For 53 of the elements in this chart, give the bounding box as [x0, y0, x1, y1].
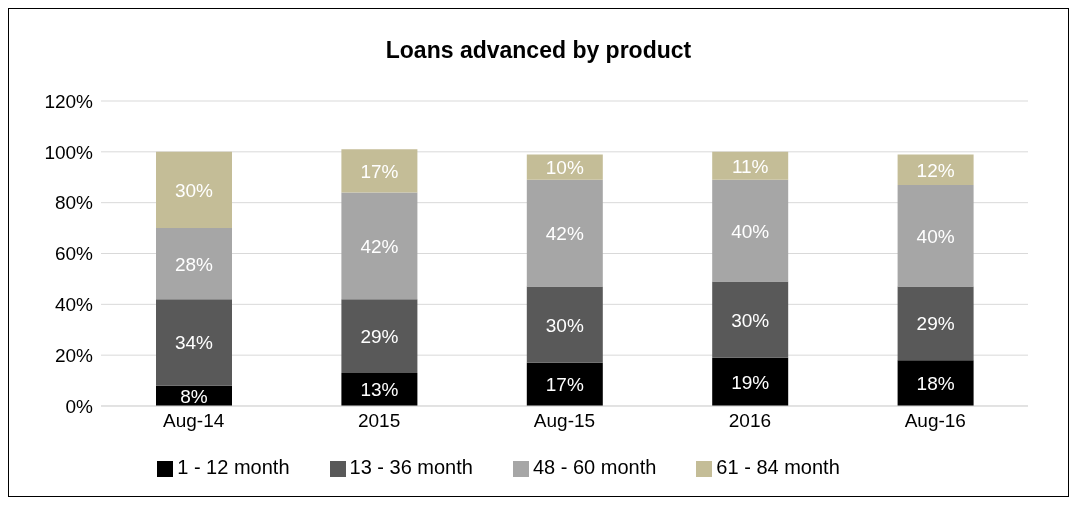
bar — [156, 299, 232, 386]
data-label: 29% — [360, 326, 399, 348]
data-label: 42% — [545, 223, 584, 245]
bar — [897, 184, 974, 287]
data-label: 30% — [545, 314, 584, 336]
data-label: 11% — [731, 155, 769, 177]
y-tick-label: 80% — [54, 192, 94, 214]
data-label: 10% — [545, 157, 584, 179]
x-tick-label: 2016 — [728, 410, 772, 432]
x-tick-label: Aug-14 — [163, 410, 225, 432]
data-label: 8% — [180, 385, 208, 407]
legend-label: 61 - 84 month — [716, 456, 840, 478]
bar — [526, 286, 603, 363]
data-label: 30% — [174, 179, 214, 201]
y-tick-label: 0% — [65, 395, 94, 417]
data-label: 13% — [360, 379, 399, 401]
bar — [341, 149, 418, 193]
bar — [341, 192, 418, 300]
data-label: 40% — [731, 220, 770, 242]
y-tick-label: 20% — [54, 344, 94, 366]
bar — [341, 299, 418, 373]
data-label: 17% — [360, 160, 399, 182]
legend-label: 48 - 60 month — [532, 456, 657, 478]
data-label: 12% — [916, 159, 955, 181]
data-label: 28% — [174, 253, 214, 275]
data-label: 17% — [545, 374, 584, 396]
data-label: 42% — [360, 235, 399, 257]
y-tick-label: 40% — [54, 294, 94, 316]
y-tick-label: 60% — [54, 243, 94, 265]
bar — [526, 362, 603, 406]
y-tick-label: 120% — [44, 90, 94, 112]
x-tick-label: 2015 — [357, 410, 401, 432]
bar — [712, 357, 789, 406]
data-label: 29% — [916, 313, 955, 335]
x-tick-label: Aug-15 — [533, 410, 596, 432]
bar — [897, 154, 974, 185]
data-label: 30% — [731, 309, 770, 331]
data-label: 34% — [174, 332, 214, 354]
x-tick-label: Aug-16 — [904, 410, 966, 432]
bar — [897, 360, 974, 406]
legend-label: 1 - 12 month — [177, 456, 290, 478]
data-label: 19% — [731, 371, 770, 393]
data-label: 40% — [916, 225, 955, 247]
bar — [156, 151, 232, 229]
bar — [897, 286, 974, 361]
data-label: 18% — [916, 373, 955, 395]
bar — [712, 281, 789, 358]
y-tick-label: 100% — [44, 141, 94, 163]
bar — [526, 179, 603, 287]
legend-label: 13 - 36 month — [349, 456, 473, 478]
bar — [156, 228, 232, 300]
bar — [712, 179, 789, 282]
chart-title: Loans advanced by product — [384, 37, 693, 64]
